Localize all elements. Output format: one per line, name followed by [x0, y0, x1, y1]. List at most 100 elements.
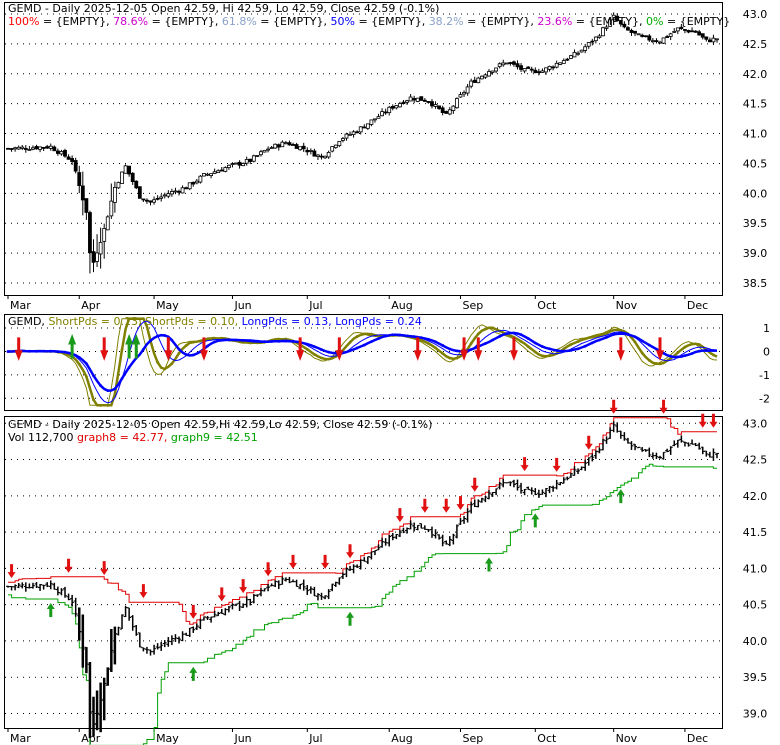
shortpds-line-2-marker [533, 350, 537, 354]
longpds-line-2-marker [27, 349, 31, 353]
candle-body [273, 143, 278, 149]
longpds-line-2-marker [434, 340, 437, 344]
candle-body [301, 145, 306, 150]
price-candle [693, 30, 698, 33]
price-candle [212, 168, 217, 174]
price-plot-frame [4, 2, 723, 296]
fib-legend: 100% = {EMPTY}, 78.6% = {EMPTY}, 61.8% =… [8, 15, 730, 28]
ohlc-bar [98, 682, 103, 733]
shortpds-line-2-marker [484, 327, 487, 331]
longpds-line-2-marker [555, 349, 559, 352]
candle-body [241, 163, 246, 167]
candle-body [152, 199, 156, 203]
price-title: GEMD - Daily 2025-12-05 Open 42.59, Hi 4… [8, 2, 439, 15]
price-candle [469, 78, 474, 89]
shortpds-line-2-marker [491, 326, 494, 330]
trend-x-tick-label: Aug [391, 732, 412, 745]
candle-body [390, 105, 395, 109]
ohlc-bar [479, 497, 484, 503]
price-y-tick-label: 42.0 [743, 68, 768, 81]
candle-body [198, 175, 203, 183]
price-candle [152, 196, 156, 205]
candle-body [223, 167, 228, 172]
price-candle [55, 148, 60, 156]
candle-body [608, 19, 613, 27]
ohlc-bar [13, 584, 18, 591]
price-candle [430, 99, 434, 109]
price-candle [330, 146, 335, 153]
sell-signal-arrow [552, 457, 561, 472]
ohlc-bar [137, 632, 142, 648]
ohlc-bar [686, 442, 691, 447]
candle-body [715, 38, 719, 41]
price-candle [615, 13, 620, 22]
candle-body [31, 147, 35, 150]
price-candle [34, 144, 39, 150]
candle-body [305, 149, 310, 153]
fib-legend-label: 61.8% [222, 15, 257, 28]
shortpds-line-2-marker [576, 340, 580, 343]
shortpds-line-2-marker [434, 346, 437, 350]
price-candle [244, 156, 249, 166]
sell-signal-arrow [420, 498, 429, 513]
candle-body [212, 171, 217, 174]
longpds-line-2-marker [569, 348, 573, 352]
price-candle [529, 66, 534, 73]
price-candle [358, 126, 363, 135]
candle-body [173, 190, 178, 193]
candle-body [583, 46, 588, 51]
price-candle [191, 181, 196, 187]
longpds-line-2-marker [156, 334, 160, 338]
price-candle [583, 43, 588, 54]
price-candle [536, 68, 541, 76]
price-candle [116, 181, 121, 189]
longpds-line-2-marker [113, 387, 117, 391]
ohlc-bar [340, 572, 345, 579]
price-candle [472, 76, 477, 83]
price-candle [291, 142, 295, 146]
candle-body [237, 161, 242, 166]
price-candle [308, 148, 313, 155]
longpds-line-2-marker [583, 344, 587, 348]
price-candle [611, 12, 616, 22]
ohlc-bar [34, 582, 39, 588]
candle-body [643, 35, 648, 38]
candle-body [337, 140, 342, 147]
ohlc-bar [127, 607, 132, 621]
ohlc-bar [504, 482, 509, 484]
fib-legend-value: = {EMPTY}, [39, 15, 113, 28]
sell-signal-arrow [609, 399, 618, 414]
ohlc-bar [255, 594, 260, 597]
price-candle [455, 97, 459, 109]
candle-body [73, 160, 78, 172]
price-candle [109, 183, 114, 219]
candle-body [187, 182, 192, 190]
candle-body [622, 23, 627, 28]
candle-body [209, 173, 213, 177]
candle-body [679, 26, 684, 30]
fib-legend-label: 38.2% [429, 15, 464, 28]
trend-y-tick-label: 40.0 [743, 635, 768, 648]
candle-body [234, 162, 238, 165]
candle-body [316, 154, 320, 157]
price-candle [276, 143, 281, 151]
candle-body [611, 14, 616, 21]
candle-body [633, 30, 637, 34]
candle-body [230, 163, 235, 165]
price-candle [515, 60, 520, 70]
price-candle [483, 73, 488, 79]
candle-body [20, 146, 25, 149]
price-candle [31, 145, 35, 151]
price-candle [640, 33, 645, 38]
price-candle [704, 36, 709, 42]
ohlc-bar [16, 582, 21, 589]
shortpds-line-2-marker [655, 362, 658, 365]
candle-body [604, 26, 609, 29]
buy-signal-arrow [125, 333, 134, 359]
price-x-tick-label: Sep [462, 299, 483, 312]
candle-body [259, 151, 263, 156]
ohlc-bar [330, 583, 335, 592]
oscillator-title-part: ShortPds = 0.13, [48, 315, 145, 328]
candle-body [251, 155, 256, 162]
price-candle [504, 62, 509, 65]
